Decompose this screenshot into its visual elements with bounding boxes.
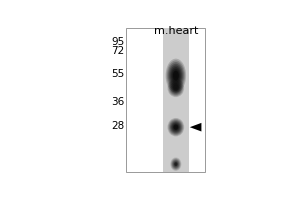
Text: m.heart: m.heart	[154, 26, 198, 36]
Ellipse shape	[166, 59, 186, 93]
Ellipse shape	[173, 124, 178, 130]
Ellipse shape	[173, 71, 179, 81]
Ellipse shape	[167, 118, 184, 136]
FancyBboxPatch shape	[126, 28, 205, 172]
Ellipse shape	[175, 74, 177, 77]
Ellipse shape	[170, 81, 182, 94]
Ellipse shape	[171, 82, 181, 93]
Text: 55: 55	[111, 69, 125, 79]
Ellipse shape	[173, 85, 178, 91]
Ellipse shape	[174, 161, 178, 167]
Ellipse shape	[175, 163, 177, 165]
Ellipse shape	[173, 71, 179, 80]
Ellipse shape	[169, 120, 182, 135]
Ellipse shape	[168, 80, 183, 96]
Ellipse shape	[174, 162, 177, 166]
Text: 72: 72	[111, 46, 125, 56]
Ellipse shape	[168, 62, 184, 89]
Ellipse shape	[175, 163, 176, 165]
Ellipse shape	[175, 126, 177, 128]
Text: 36: 36	[111, 97, 125, 107]
Ellipse shape	[170, 65, 182, 86]
Polygon shape	[190, 123, 201, 131]
Ellipse shape	[169, 81, 182, 95]
Ellipse shape	[171, 122, 181, 133]
Ellipse shape	[172, 69, 180, 82]
Ellipse shape	[172, 83, 180, 93]
Ellipse shape	[171, 67, 181, 84]
Ellipse shape	[171, 158, 181, 170]
Text: 95: 95	[111, 37, 125, 47]
Ellipse shape	[172, 159, 180, 169]
Ellipse shape	[172, 84, 179, 92]
Ellipse shape	[174, 125, 178, 129]
Ellipse shape	[170, 157, 182, 171]
Ellipse shape	[173, 125, 178, 130]
Ellipse shape	[173, 161, 178, 168]
Ellipse shape	[175, 87, 177, 89]
FancyBboxPatch shape	[163, 28, 189, 172]
Ellipse shape	[169, 64, 183, 87]
Ellipse shape	[172, 123, 180, 132]
Text: 28: 28	[111, 121, 125, 131]
Ellipse shape	[172, 160, 179, 168]
Ellipse shape	[172, 123, 179, 131]
Ellipse shape	[174, 86, 178, 90]
Ellipse shape	[167, 79, 184, 97]
Ellipse shape	[174, 162, 178, 166]
Ellipse shape	[174, 72, 178, 79]
Ellipse shape	[173, 85, 178, 90]
Ellipse shape	[167, 60, 185, 91]
Ellipse shape	[170, 121, 182, 134]
Ellipse shape	[171, 159, 180, 170]
Ellipse shape	[168, 119, 183, 135]
